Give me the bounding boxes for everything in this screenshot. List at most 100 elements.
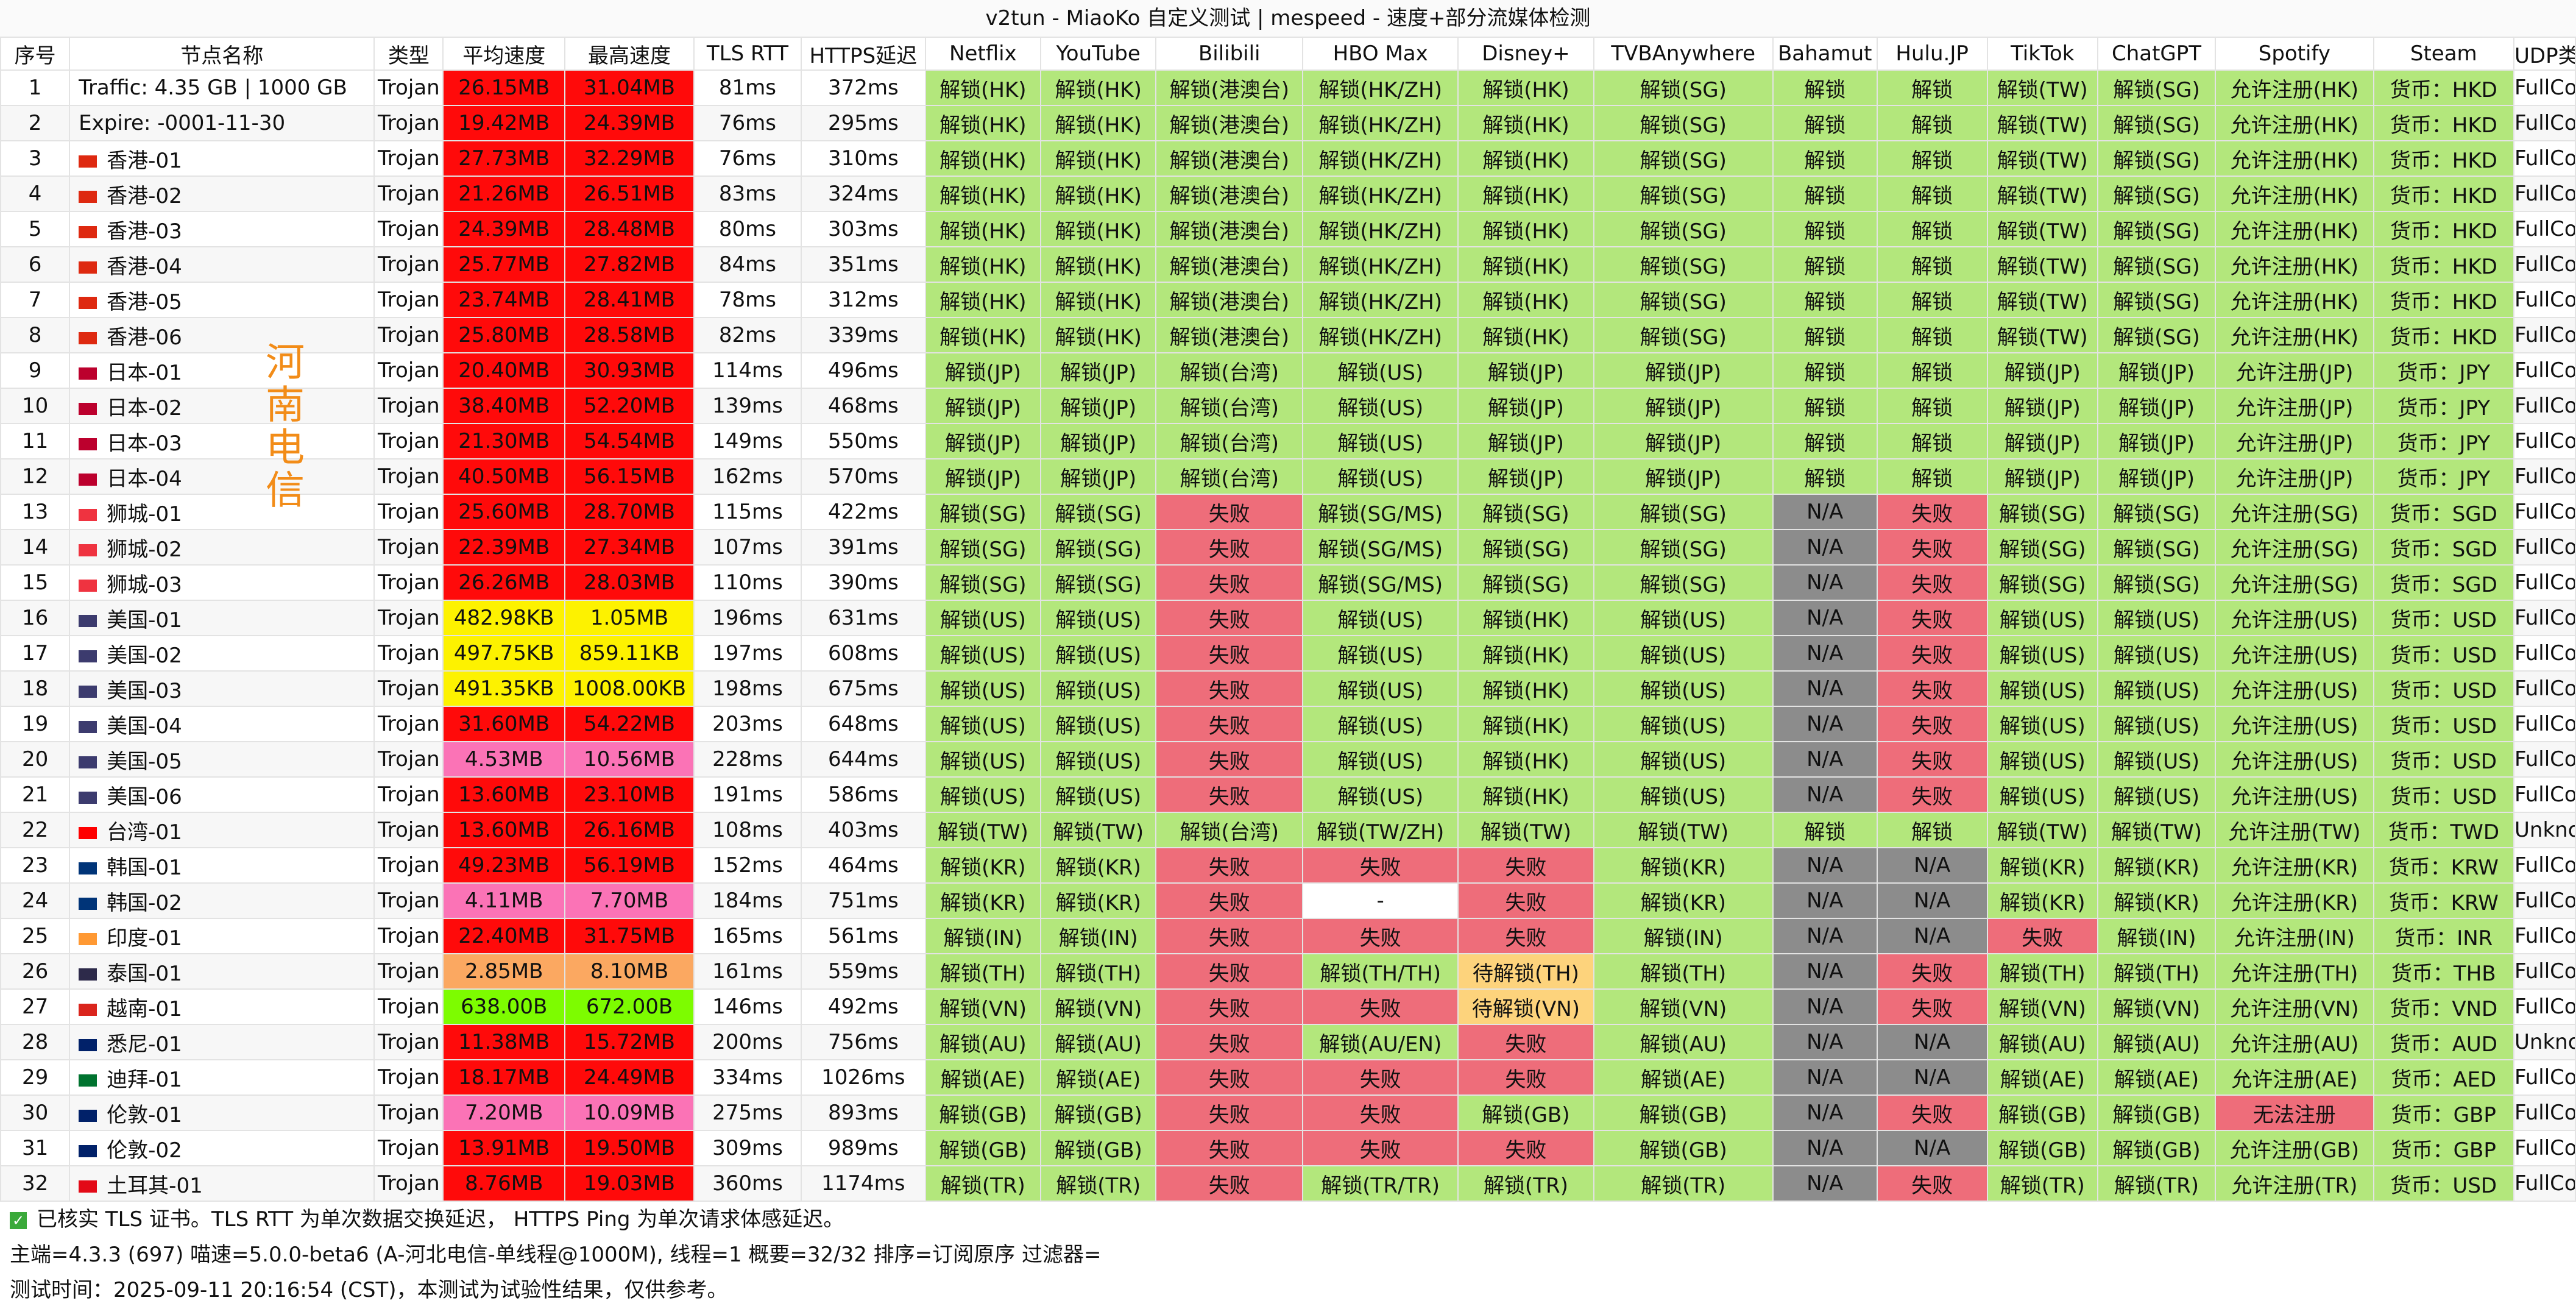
cell-type: Trojan bbox=[373, 1094, 444, 1131]
cell-hbo-max: 解锁(US) bbox=[1302, 635, 1459, 672]
column-header-col-3[interactable]: 平均速度 bbox=[442, 37, 566, 71]
cell-spotify: 允许注册(AU) bbox=[2215, 1024, 2374, 1060]
cell-youtube: 解锁(JP) bbox=[1040, 458, 1157, 495]
column-header-col-4[interactable]: 最高速度 bbox=[564, 37, 695, 71]
column-header-hbo-max[interactable]: HBO Max bbox=[1302, 37, 1459, 71]
table-row[interactable]: 8 香港-06 Trojan 25.80MB 28.58MB 82ms 339ms 解锁(HK… bbox=[0, 317, 2576, 353]
cell-chatgpt: 解锁(JP) bbox=[2097, 352, 2217, 389]
column-header-col-1[interactable]: 节点名称 bbox=[69, 37, 375, 71]
table-row[interactable]: 21 美国-06 Trojan 13.60MB 23.10MB 191ms 586ms 解锁(… bbox=[0, 776, 2576, 813]
column-header-col-2[interactable]: 类型 bbox=[373, 37, 444, 71]
cell-bahamut: N/A bbox=[1772, 1094, 1878, 1131]
cell-youtube: 解锁(HK) bbox=[1040, 105, 1157, 141]
table-row[interactable]: 6 香港-04 Trojan 25.77MB 27.82MB 84ms 351ms 解锁(HK… bbox=[0, 246, 2576, 283]
cell-type: Trojan bbox=[373, 918, 444, 954]
column-header-bahamut[interactable]: Bahamut bbox=[1772, 37, 1878, 71]
table-row[interactable]: 26 泰国-01 Trojan 2.85MB 8.10MB 161ms 559ms 解锁(TH… bbox=[0, 953, 2576, 990]
column-header-chatgpt[interactable]: ChatGPT bbox=[2097, 37, 2217, 71]
table-row[interactable]: 32 土耳其-01 Trojan 8.76MB 19.03MB 360ms 1174ms 解锁… bbox=[0, 1165, 2576, 1202]
cell-avg-speed: 24.39MB bbox=[442, 211, 566, 247]
cell-tls-rtt: 76ms bbox=[693, 140, 802, 177]
cell-max-speed: 15.72MB bbox=[564, 1024, 695, 1060]
cell-https-delay: 631ms bbox=[800, 600, 926, 636]
cell-index: 6 bbox=[0, 246, 71, 283]
table-row[interactable]: 28 悉尼-01 Trojan 11.38MB 15.72MB 200ms 756ms 解锁(… bbox=[0, 1024, 2576, 1060]
table-row[interactable]: 27 越南-01 Trojan 638.00B 672.00B 146ms 492ms 解锁(… bbox=[0, 988, 2576, 1025]
cell-tls-rtt: 184ms bbox=[693, 882, 802, 919]
cell-bilibili: 解锁(港澳台) bbox=[1155, 246, 1304, 283]
cell-netflix: 解锁(HK) bbox=[924, 176, 1042, 212]
cell-chatgpt: 解锁(AE) bbox=[2097, 1059, 2217, 1096]
table-row[interactable]: 25 印度-01 Trojan 22.40MB 31.75MB 165ms 561ms 解锁(… bbox=[0, 918, 2576, 954]
table-row[interactable]: 16 美国-01 Trojan 482.98KB 1.05MB 196ms 631ms 解锁(… bbox=[0, 600, 2576, 636]
cell-type: Trojan bbox=[373, 211, 444, 247]
footer: ✓ 已核实 TLS 证书。TLS RTT 为单次数据交换延迟， HTTPS Pin… bbox=[0, 1202, 2576, 1308]
cell-hulu-jp: 失败 bbox=[1876, 529, 1988, 566]
column-header-netflix[interactable]: Netflix bbox=[924, 37, 1042, 71]
cell-bahamut: 解锁 bbox=[1772, 176, 1878, 212]
table-row[interactable]: 20 美国-05 Trojan 4.53MB 10.56MB 228ms 644ms 解锁(U… bbox=[0, 741, 2576, 778]
cell-youtube: 解锁(KR) bbox=[1040, 882, 1157, 919]
table-row[interactable]: 7 香港-05 Trojan 23.74MB 28.41MB 78ms 312ms 解锁(HK… bbox=[0, 282, 2576, 318]
cell-udp-type: FullCone bbox=[2513, 494, 2576, 530]
cell-spotify: 允许注册(IN) bbox=[2215, 918, 2374, 954]
window-title: v2tun - MiaoKo 自定义测试 | mespeed - 速度+部分流媒… bbox=[0, 0, 2576, 37]
table-row[interactable]: 31 伦敦-02 Trojan 13.91MB 19.50MB 309ms 989ms 解锁(… bbox=[0, 1130, 2576, 1166]
table-row[interactable]: 9 日本-01 Trojan 20.40MB 30.93MB 114ms 496ms 解锁(J… bbox=[0, 352, 2576, 389]
table-row[interactable]: 1 Traffic: 4.35 GB | 1000 GB Trojan 26.15MB… bbox=[0, 69, 2576, 106]
cell-tiktok: 解锁(SG) bbox=[1986, 564, 2098, 601]
column-header-hulu-jp[interactable]: Hulu.JP bbox=[1876, 37, 1988, 71]
cell-node-name: 狮城-01 bbox=[69, 494, 375, 530]
table-row[interactable]: 14 狮城-02 Trojan 22.39MB 27.34MB 107ms 391ms 解锁(… bbox=[0, 529, 2576, 566]
column-header-https[interactable]: HTTPS延迟 bbox=[800, 37, 926, 71]
column-header-youtube[interactable]: YouTube bbox=[1040, 37, 1157, 71]
cell-max-speed: 28.03MB bbox=[564, 564, 695, 601]
table-row[interactable]: 13 狮城-01 Trojan 25.60MB 28.70MB 115ms 422ms 解锁(… bbox=[0, 494, 2576, 530]
column-header-spotify[interactable]: Spotify bbox=[2215, 37, 2374, 71]
table-row[interactable]: 17 美国-02 Trojan 497.75KB 859.11KB 197ms 608ms 解… bbox=[0, 635, 2576, 672]
column-header-udp[interactable]: UDP类型 bbox=[2513, 37, 2576, 71]
cell-chatgpt: 解锁(JP) bbox=[2097, 423, 2217, 459]
table-row[interactable]: 19 美国-04 Trojan 31.60MB 54.22MB 203ms 648ms 解锁(… bbox=[0, 706, 2576, 742]
cell-tls-rtt: 162ms bbox=[693, 458, 802, 495]
column-header-tiktok[interactable]: TikTok bbox=[1986, 37, 2098, 71]
table-row[interactable]: 30 伦敦-01 Trojan 7.20MB 10.09MB 275ms 893ms 解锁(G… bbox=[0, 1094, 2576, 1131]
cell-tiktok: 解锁(TW) bbox=[1986, 140, 2098, 177]
cell-index: 9 bbox=[0, 352, 71, 389]
table-row[interactable]: 2 Expire: -0001-11-30 Trojan 19.42MB 24.39MB… bbox=[0, 105, 2576, 141]
column-header-steam[interactable]: Steam bbox=[2373, 37, 2515, 71]
table-row[interactable]: 10 日本-02 Trojan 38.40MB 52.20MB 139ms 468ms 解锁(… bbox=[0, 388, 2576, 424]
node-name-text: 美国-04 bbox=[107, 714, 182, 739]
table-row[interactable]: 24 韩国-02 Trojan 4.11MB 7.70MB 184ms 751ms 解锁(KR… bbox=[0, 882, 2576, 919]
cell-netflix: 解锁(HK) bbox=[924, 282, 1042, 318]
table-row[interactable]: 5 香港-03 Trojan 24.39MB 28.48MB 80ms 303ms 解锁(HK… bbox=[0, 211, 2576, 247]
column-header-col-0[interactable]: 序号 bbox=[0, 37, 71, 71]
cell-type: Trojan bbox=[373, 246, 444, 283]
table-row[interactable]: 11 日本-03 Trojan 21.30MB 54.54MB 149ms 550ms 解锁(… bbox=[0, 423, 2576, 459]
column-header-disney[interactable]: Disney+ bbox=[1457, 37, 1594, 71]
table-row[interactable]: 15 狮城-03 Trojan 26.26MB 28.03MB 110ms 390ms 解锁(… bbox=[0, 564, 2576, 601]
cell-disney-plus: 解锁(HK) bbox=[1457, 741, 1594, 778]
table-row[interactable]: 22 台湾-01 Trojan 13.60MB 26.16MB 108ms 403ms 解锁(… bbox=[0, 812, 2576, 848]
cell-netflix: 解锁(AU) bbox=[924, 1024, 1042, 1060]
cell-tvbanywhere: 解锁(SG) bbox=[1593, 176, 1774, 212]
table-row[interactable]: 18 美国-03 Trojan 491.35KB 1008.00KB 198ms 675ms… bbox=[0, 670, 2576, 707]
column-header-tvbanywhere[interactable]: TVBAnywhere bbox=[1593, 37, 1774, 71]
table-row[interactable]: 3 香港-01 Trojan 27.73MB 32.29MB 76ms 310ms 解锁(HK… bbox=[0, 140, 2576, 177]
column-header-bilibili[interactable]: Bilibili bbox=[1155, 37, 1304, 71]
cell-node-name: 狮城-02 bbox=[69, 529, 375, 566]
cell-netflix: 解锁(TW) bbox=[924, 812, 1042, 848]
table-row[interactable]: 23 韩国-01 Trojan 49.23MB 56.19MB 152ms 464ms 解锁(… bbox=[0, 847, 2576, 884]
cell-disney-plus: 解锁(HK) bbox=[1457, 69, 1594, 106]
cell-steam: 货币：AED bbox=[2373, 1059, 2515, 1096]
flag-tw-icon bbox=[79, 827, 97, 839]
table-row[interactable]: 4 香港-02 Trojan 21.26MB 26.51MB 83ms 324ms 解锁(HK… bbox=[0, 176, 2576, 212]
cell-tls-rtt: 161ms bbox=[693, 953, 802, 990]
column-header-tls-rtt[interactable]: TLS RTT bbox=[693, 37, 802, 71]
cell-max-speed: 31.75MB bbox=[564, 918, 695, 954]
cell-netflix: 解锁(IN) bbox=[924, 918, 1042, 954]
table-row[interactable]: 12 日本-04 Trojan 40.50MB 56.15MB 162ms 570ms 解锁(… bbox=[0, 458, 2576, 495]
cell-netflix: 解锁(US) bbox=[924, 600, 1042, 636]
cell-index: 1 bbox=[0, 69, 71, 106]
table-row[interactable]: 29 迪拜-01 Trojan 18.17MB 24.49MB 334ms 1026ms 解锁… bbox=[0, 1059, 2576, 1096]
